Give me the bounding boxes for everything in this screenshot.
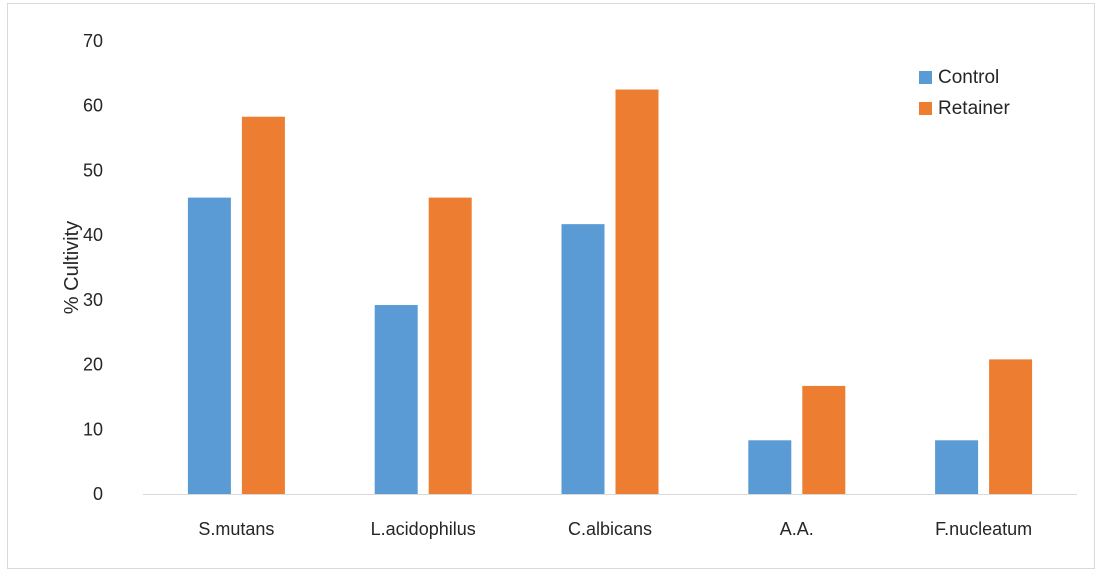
bar-control-4 bbox=[935, 440, 979, 494]
x-tick-label: C.albicans bbox=[568, 519, 652, 539]
y-axis-ticks: 0 10 20 30 40 50 60 70 bbox=[83, 31, 103, 504]
legend-swatch-control bbox=[919, 71, 932, 84]
legend-label-retainer: Retainer bbox=[938, 98, 1010, 119]
bar-retainer-1 bbox=[428, 197, 472, 494]
bar-retainer-0 bbox=[241, 116, 285, 495]
bar-retainer-4 bbox=[989, 359, 1033, 494]
y-axis-title: % Cultivity bbox=[61, 221, 83, 314]
x-tick-label: F.nucleatum bbox=[935, 519, 1032, 539]
legend-swatch-retainer bbox=[919, 102, 932, 115]
legend: Control Retainer bbox=[919, 67, 1010, 119]
bar-control-0 bbox=[187, 197, 231, 494]
y-tick-label: 20 bbox=[83, 355, 103, 375]
bar-control-3 bbox=[748, 440, 792, 494]
bar-retainer-2 bbox=[615, 89, 659, 495]
x-axis-labels: S.mutans L.acidophilus C.albicans A.A. F.nuc… bbox=[198, 519, 1032, 539]
x-tick-label: L.acidophilus bbox=[371, 519, 476, 539]
legend-label-control: Control bbox=[938, 67, 999, 88]
bars bbox=[187, 89, 1033, 495]
x-tick-label: S.mutans bbox=[198, 519, 274, 539]
y-tick-label: 50 bbox=[83, 160, 103, 180]
y-tick-label: 70 bbox=[83, 31, 103, 51]
y-tick-label: 60 bbox=[83, 96, 103, 116]
y-tick-label: 0 bbox=[93, 484, 103, 504]
y-tick-label: 30 bbox=[83, 290, 103, 310]
y-tick-label: 40 bbox=[83, 225, 103, 245]
bar-retainer-3 bbox=[802, 385, 846, 494]
x-tick-label: A.A. bbox=[780, 519, 814, 539]
bar-control-2 bbox=[561, 224, 605, 495]
y-tick-label: 10 bbox=[83, 419, 103, 439]
bar-control-1 bbox=[374, 305, 418, 494]
